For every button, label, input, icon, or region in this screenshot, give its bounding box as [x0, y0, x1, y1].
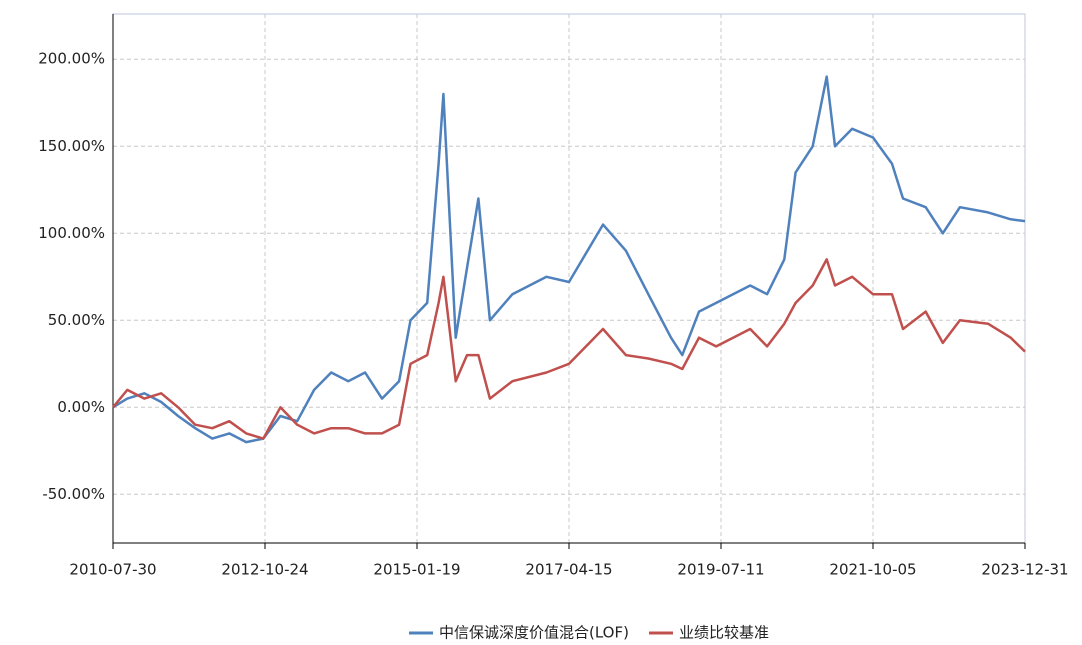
- y-tick-label: 0.00%: [57, 398, 105, 416]
- legend-label: 业绩比较基准: [679, 624, 769, 642]
- legend-label: 中信保诚深度价值混合(LOF): [439, 624, 629, 642]
- x-tick-label: 2021-10-05: [829, 561, 916, 579]
- series-line: [112, 75, 1026, 444]
- series-line: [112, 258, 1026, 440]
- y-tick-label: 50.00%: [48, 311, 105, 329]
- x-tick-label: 2017-04-15: [525, 561, 612, 579]
- y-tick-label: 150.00%: [38, 137, 105, 155]
- y-tick-label: 100.00%: [38, 224, 105, 242]
- x-tick-label: 2015-01-19: [373, 561, 460, 579]
- x-tick-label: 2010-07-30: [69, 561, 156, 579]
- x-tick-label: 2012-10-24: [221, 561, 308, 579]
- y-tick-label: -50.00%: [42, 485, 105, 503]
- x-tick-label: 2019-07-11: [677, 561, 764, 579]
- y-tick-label: 200.00%: [38, 50, 105, 68]
- x-tick-label: 2023-12-31: [981, 561, 1068, 579]
